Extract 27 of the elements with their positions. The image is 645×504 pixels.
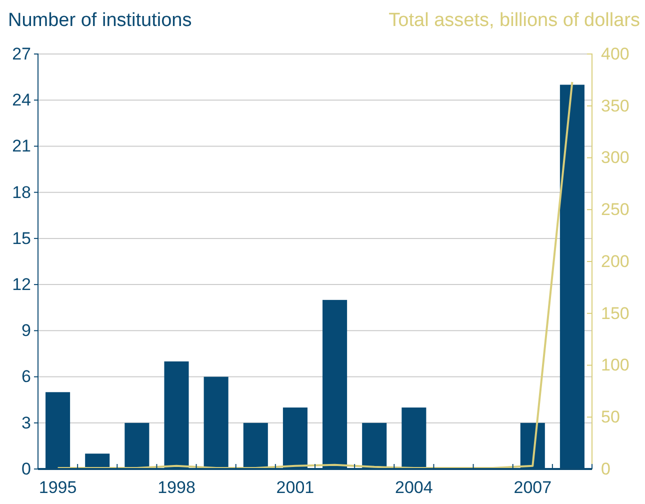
x-tick-label: 2007 (514, 478, 552, 498)
y-tick-label: 21 (12, 136, 31, 156)
y2-tick-label: 0 (601, 459, 610, 478)
x-tick-label: 2004 (395, 478, 433, 498)
x-tick-label: 1998 (158, 478, 196, 498)
y-tick-label: 12 (12, 274, 31, 294)
y2-tick-label: 150 (601, 304, 630, 323)
y2-tick-label: 100 (601, 356, 630, 375)
y-tick-label: 9 (22, 321, 31, 340)
y2-tick-label: 50 (601, 408, 620, 427)
y2-tick-label: 300 (601, 148, 630, 168)
y2-tick-label: 200 (601, 252, 630, 271)
y-axis-title: Number of institutions (8, 10, 192, 31)
y-tick-label: 6 (22, 367, 31, 386)
y-tick-label: 18 (12, 182, 31, 202)
y-tick-label: 15 (12, 228, 31, 248)
y-tick-label: 0 (22, 459, 31, 478)
x-tick-label: 1995 (38, 478, 77, 498)
y2-tick-label: 400 (601, 44, 630, 64)
y-tick-label: 27 (12, 44, 31, 64)
y-tick-label: 3 (22, 413, 31, 432)
y2-axis-title: Total assets, billions of dollars (388, 10, 640, 31)
line-series (56, 81, 574, 469)
y2-tick-label: 350 (601, 96, 630, 116)
x-tick-label: 2001 (276, 478, 314, 498)
y2-tick-label: 250 (601, 200, 630, 220)
y-tick-label: 24 (12, 90, 31, 110)
